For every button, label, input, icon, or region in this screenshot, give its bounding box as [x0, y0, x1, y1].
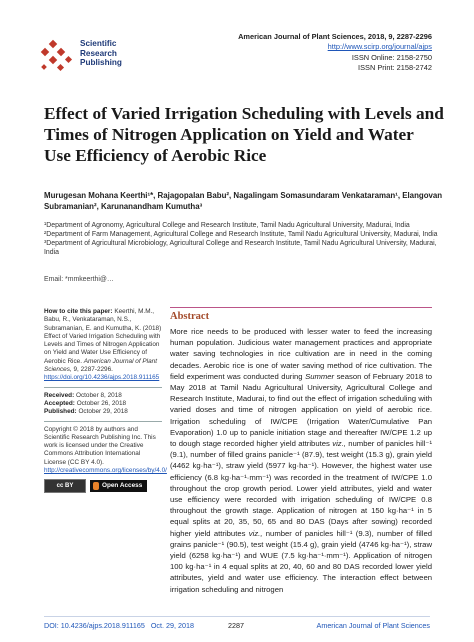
- page-number: 2287: [228, 621, 244, 630]
- published-label: Published:: [44, 408, 77, 416]
- citation-volume: 9, 2287-2296.: [73, 366, 113, 374]
- citation-doi-link[interactable]: https://doi.org/10.4236/ajps.2018.911165: [44, 374, 160, 382]
- scirp-logo-icon: [40, 39, 73, 72]
- received-value: October 8, 2018: [75, 391, 122, 399]
- paper-title: Effect of Varied Irrigation Scheduling w…: [44, 104, 444, 166]
- citation-text: Keerthi, M.M., Babu, R., Venkataraman, N…: [44, 308, 162, 365]
- abstract-text: More rice needs to be produced with less…: [170, 327, 432, 381]
- abstract-viz: viz.,: [248, 528, 263, 538]
- license-link[interactable]: http://creativecommons.org/licenses/by/4…: [44, 467, 167, 475]
- published-value: October 29, 2018: [78, 408, 128, 416]
- publisher-line: Publishing: [80, 58, 122, 68]
- received-label: Received:: [44, 391, 75, 399]
- license-badges: cc BY Open Access: [44, 479, 164, 494]
- divider: [44, 420, 162, 422]
- journal-title: American Journal of Plant Sciences, 2018…: [238, 32, 432, 41]
- accepted-label: Accepted:: [44, 399, 75, 407]
- affiliation-2: ²Department of Farm Management, Agricult…: [44, 230, 438, 238]
- accepted-value: October 26, 2018: [76, 399, 127, 407]
- cc-by-badge[interactable]: cc BY: [44, 479, 86, 494]
- abstract-heading: Abstract: [170, 307, 432, 322]
- abstract-viz: viz.,: [332, 439, 346, 449]
- issn-print: ISSN Print: 2158-2742: [358, 63, 432, 73]
- abstract-text: number of panicles hill⁻¹ (9.3), number …: [170, 528, 432, 594]
- affiliation-3: ³Department of Agricultural Microbiology…: [44, 239, 437, 256]
- journal-url-link[interactable]: http://www.scirp.org/journal/ajps: [327, 42, 432, 52]
- publisher-line: Scientific: [80, 39, 117, 48]
- citation-journal: American Journal of Plant Sciences,: [44, 357, 157, 374]
- article-sidebar: How to cite this paper: Keerthi, M.M., B…: [44, 308, 167, 494]
- abstract-text: season of February 2018 to May 2018 at T…: [170, 371, 432, 449]
- issn-online: ISSN Online: 2158-2750: [351, 52, 432, 62]
- affiliation-1: ¹Department of Agronomy, Agricultural Co…: [44, 222, 410, 229]
- divider: [44, 386, 162, 388]
- publisher-line: Research: [80, 48, 117, 58]
- corresponding-email[interactable]: Email: *mmkeerthi@…: [44, 276, 114, 283]
- journal-info: American Journal of Plant Sciences, 2018…: [238, 32, 432, 74]
- publisher-name: Scientific Research Publishing: [80, 39, 122, 68]
- affiliations: ¹Department of Agronomy, Agricultural Co…: [44, 222, 449, 258]
- open-access-label: Open Access: [102, 482, 143, 490]
- abstract-body: More rice needs to be produced with less…: [170, 326, 432, 595]
- author-list: Murugesan Mohana Keerthi¹*, Rajagopalan …: [44, 191, 443, 211]
- published-date: Published: October 29, 2018: [44, 408, 164, 416]
- open-access-badge[interactable]: Open Access: [90, 480, 148, 493]
- open-lock-icon: [93, 482, 99, 491]
- received-date: Received: October 8, 2018: [44, 392, 164, 400]
- copyright-text: Copyright © 2018 by authors and Scientif…: [44, 425, 156, 466]
- page-footer: DOI: 10.4236/ajps.2018.911165 Oct. 29, 2…: [44, 616, 430, 630]
- abstract-text: number of panicles hill⁻¹ (9.1), number …: [170, 439, 433, 538]
- footer-doi-text: DOI: 10.4236/ajps.2018.911165: [44, 621, 145, 630]
- accepted-date: Accepted: October 26, 2018: [44, 400, 164, 408]
- abstract-season: Summer: [305, 371, 335, 381]
- footer-doi[interactable]: DOI: 10.4236/ajps.2018.911165 Oct. 29, 2…: [44, 621, 194, 630]
- citation-label: How to cite this paper:: [44, 308, 113, 315]
- footer-date: Oct. 29, 2018: [150, 621, 194, 630]
- publisher-logo[interactable]: [36, 35, 156, 75]
- footer-journal: American Journal of Plant Sciences: [316, 621, 430, 630]
- citation-block: How to cite this paper: Keerthi, M.M., B…: [44, 308, 164, 383]
